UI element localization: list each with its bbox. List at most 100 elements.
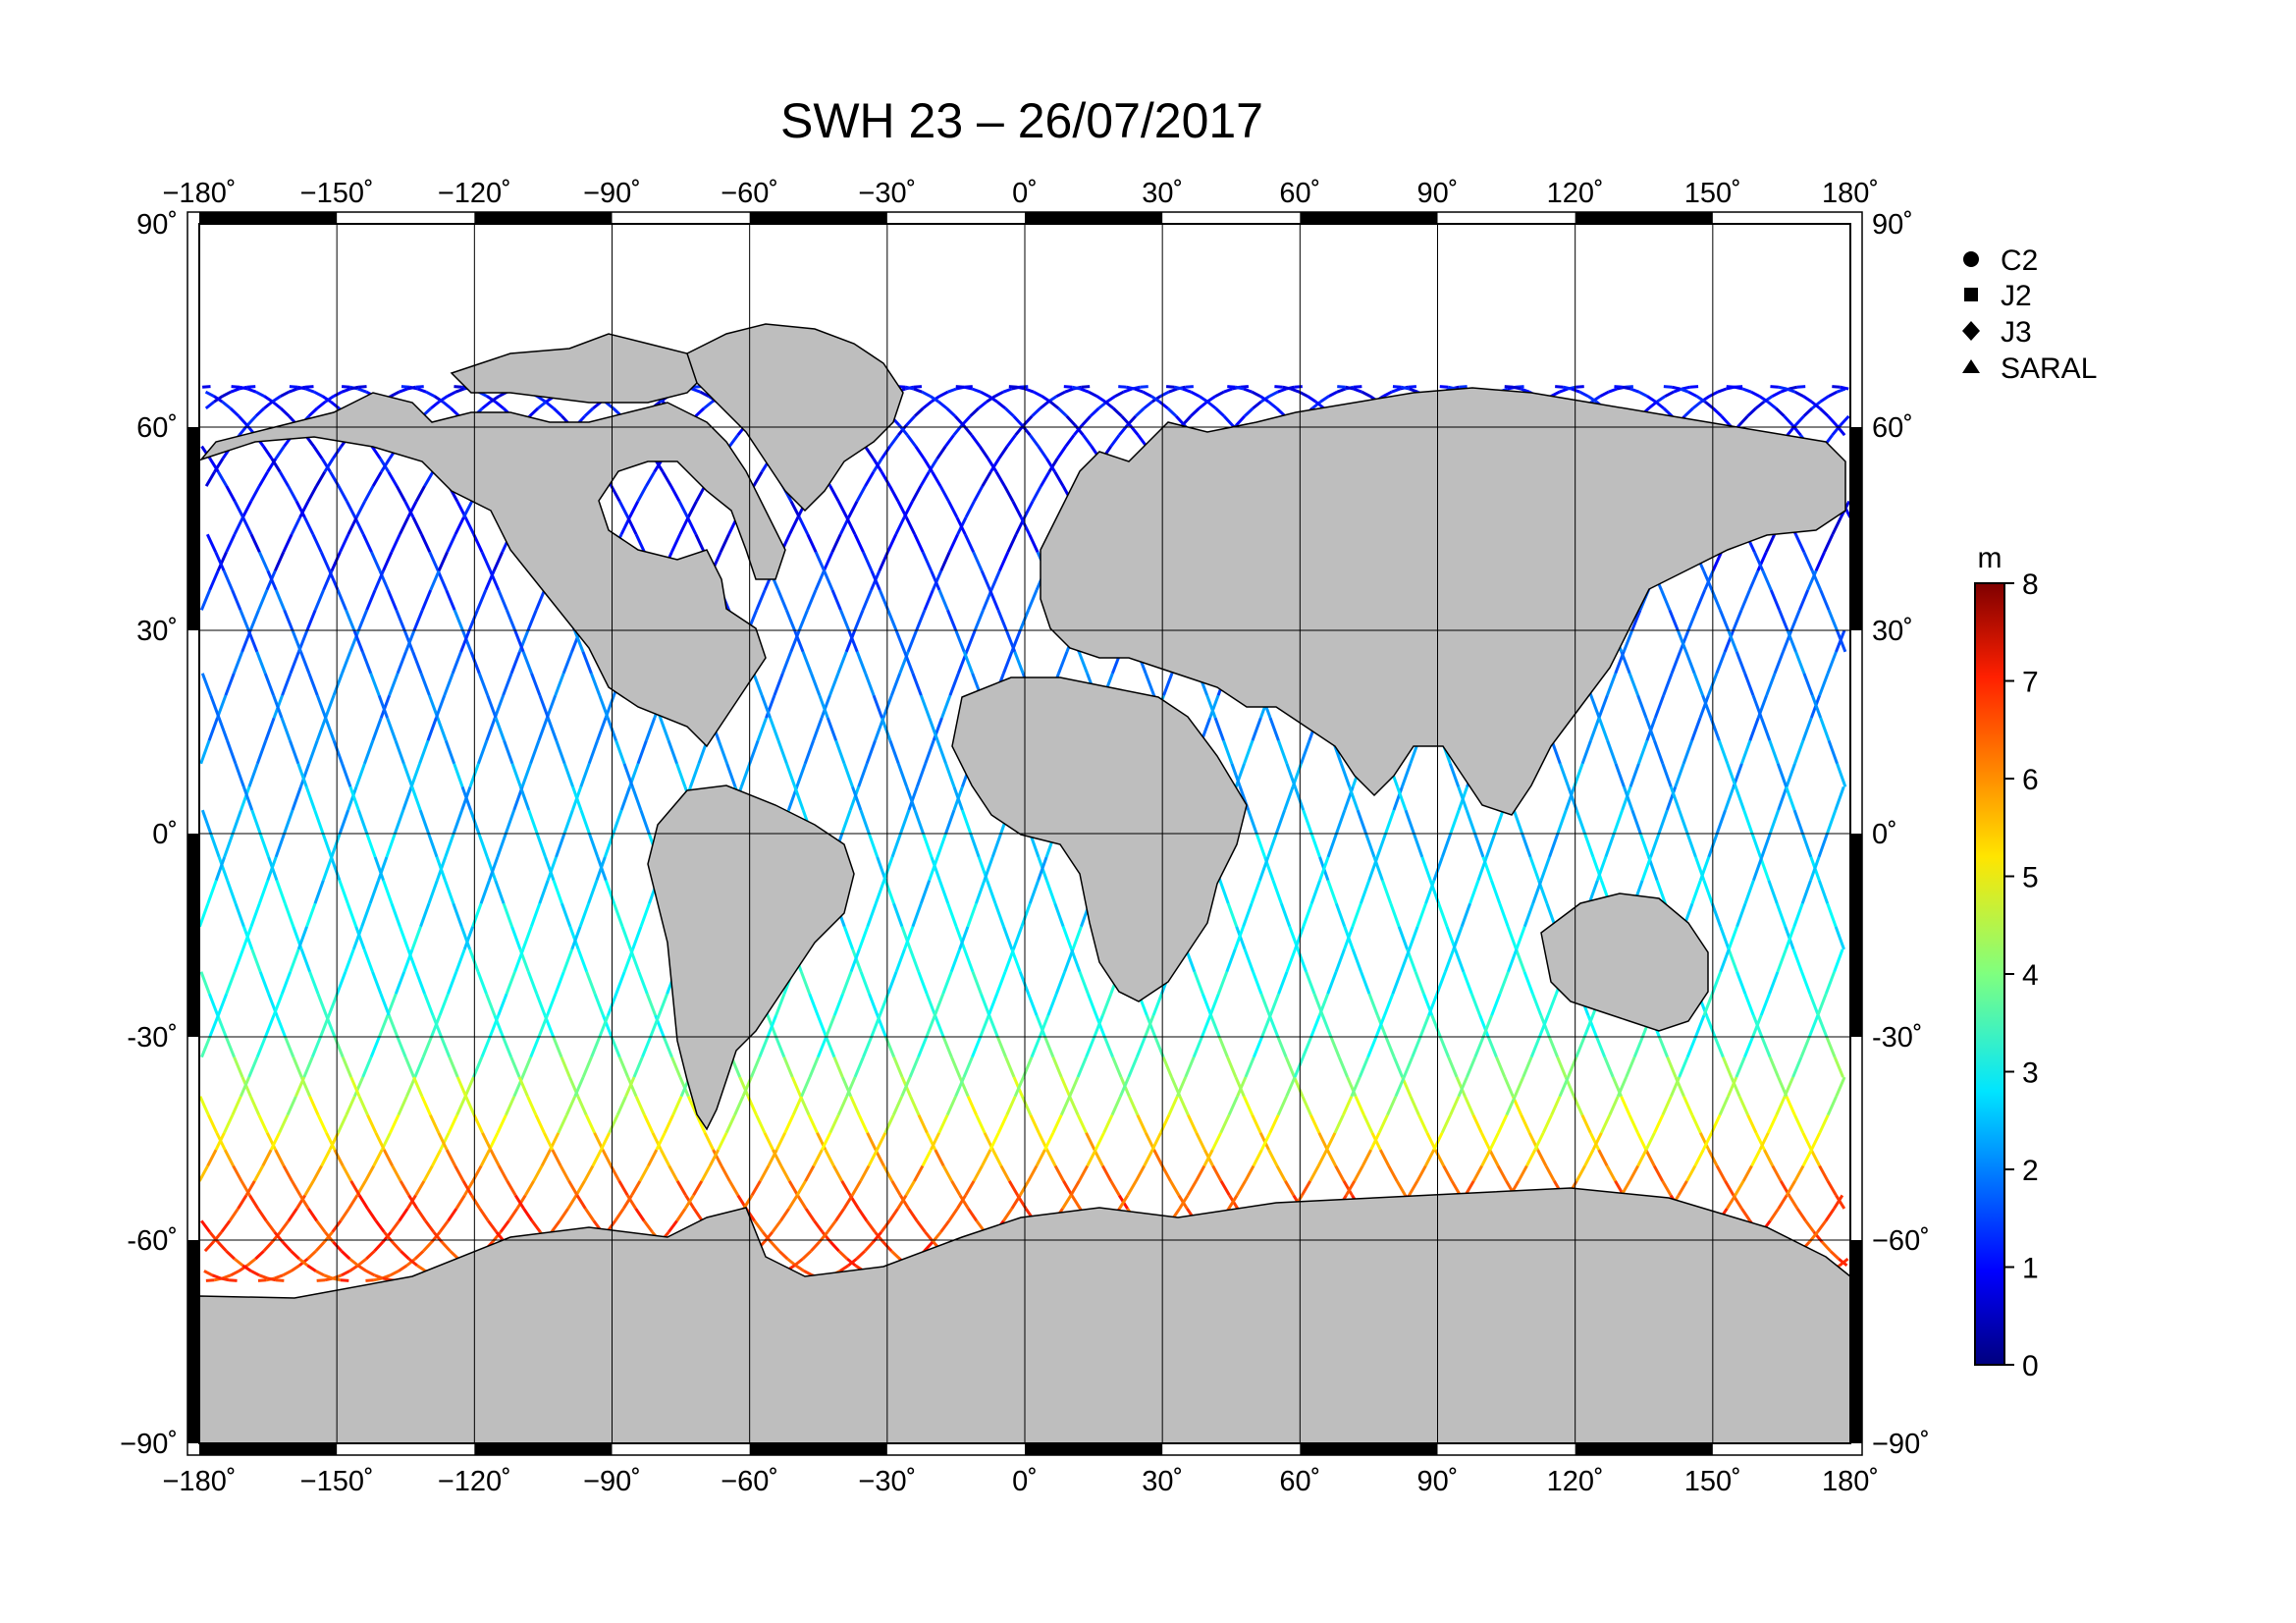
track-segment (246, 414, 257, 426)
track-segment (356, 1257, 368, 1268)
track-segment (223, 1113, 235, 1134)
track-segment (517, 1076, 529, 1098)
track-segment (1144, 1014, 1155, 1038)
track-segment (779, 1164, 791, 1182)
track-segment (695, 485, 707, 503)
track-segment (1701, 694, 1713, 719)
track-segment (1383, 993, 1395, 1016)
track-segment (264, 717, 276, 741)
track-segment (1630, 809, 1642, 835)
track-segment (1818, 1113, 1830, 1134)
track-segment (1734, 1180, 1745, 1197)
track-segment (1662, 673, 1674, 696)
track-segment (1134, 406, 1146, 417)
track-segment (502, 902, 513, 928)
track-segment (275, 1278, 285, 1282)
track-segment (979, 1014, 990, 1038)
track-segment (1668, 609, 1680, 631)
track-segment (231, 809, 242, 835)
track-segment (1226, 902, 1239, 928)
track-segment (1055, 390, 1066, 398)
track-segment (282, 533, 294, 554)
track-segment (246, 629, 259, 653)
track-segment (225, 485, 237, 503)
track-segment (622, 763, 634, 787)
track-segment (1435, 971, 1447, 995)
track-segment (1190, 390, 1201, 398)
track-segment (1424, 880, 1436, 904)
track-segment (1102, 1113, 1114, 1134)
track-segment (1533, 1132, 1545, 1151)
track-segment (1414, 971, 1425, 995)
track-segment (386, 589, 399, 611)
track-segment (1578, 390, 1589, 398)
track-segment (810, 673, 822, 696)
track-segment (1169, 1180, 1181, 1197)
map-border (198, 223, 1851, 1444)
track-segment (280, 390, 290, 398)
track-segment (1826, 1096, 1839, 1116)
track-segment (431, 1149, 443, 1167)
track-segment (1293, 1056, 1305, 1078)
track-segment (291, 785, 302, 811)
track-segment (845, 1076, 857, 1098)
track-segment (806, 589, 818, 611)
track-segment (1095, 395, 1106, 404)
track-segment (913, 406, 925, 417)
track-segment (595, 856, 607, 882)
track-segment (296, 385, 306, 391)
track-segment (428, 551, 440, 571)
track-segment (1023, 500, 1035, 518)
track-segment (362, 948, 374, 973)
track-segment (1285, 763, 1297, 787)
track-segment (662, 1036, 673, 1058)
track-segment (314, 1241, 326, 1253)
track-segment (1558, 763, 1571, 787)
track-segment (1078, 1164, 1090, 1182)
track-segment (1143, 1149, 1154, 1167)
track-segment (637, 971, 649, 995)
track-segment (1063, 948, 1075, 973)
track-segment (1521, 387, 1530, 394)
track-segment (1080, 387, 1090, 394)
track-segment (1766, 1113, 1779, 1134)
track-segment (1301, 1096, 1312, 1116)
track-segment (1556, 809, 1568, 835)
track-segment (1086, 1149, 1097, 1167)
track-segment (389, 1113, 400, 1134)
track-segment (806, 533, 818, 554)
track-segment (478, 1208, 490, 1222)
track-segment (598, 694, 610, 719)
track-segment (530, 1219, 542, 1233)
track-segment (958, 1194, 970, 1210)
lon-label-bottom: −180˚ (163, 1466, 237, 1497)
right-lat-labels: 90˚60˚30˚0˚-30˚−60˚−90˚ (1872, 209, 1930, 1460)
track-segment (780, 651, 793, 675)
track-segment (793, 1257, 804, 1268)
track-segment (750, 1180, 762, 1197)
track-segment (937, 1113, 949, 1134)
track-segment (1339, 763, 1352, 787)
track-segment (412, 1076, 424, 1098)
track-segment (1702, 569, 1714, 591)
track-segment (1768, 809, 1781, 835)
track-segment (1128, 1096, 1140, 1116)
track-segment (406, 948, 418, 973)
track-segment (303, 1180, 315, 1197)
track-segment (878, 589, 890, 611)
track-segment (1531, 880, 1543, 904)
lon-label-bottom: 60˚ (1279, 1466, 1320, 1497)
track-segment (894, 629, 906, 653)
track-segment (1783, 414, 1794, 426)
track-segment (1427, 993, 1439, 1016)
track-segment (287, 1208, 298, 1222)
track-segment (1690, 717, 1702, 741)
frame-band-bottom (474, 1443, 613, 1455)
track-segment (485, 856, 498, 882)
track-segment (337, 485, 348, 503)
track-segment (315, 1219, 327, 1233)
track-segment (849, 948, 861, 973)
track-segment (999, 1164, 1011, 1182)
track-segment (291, 1180, 302, 1197)
track-segment (1753, 551, 1765, 571)
